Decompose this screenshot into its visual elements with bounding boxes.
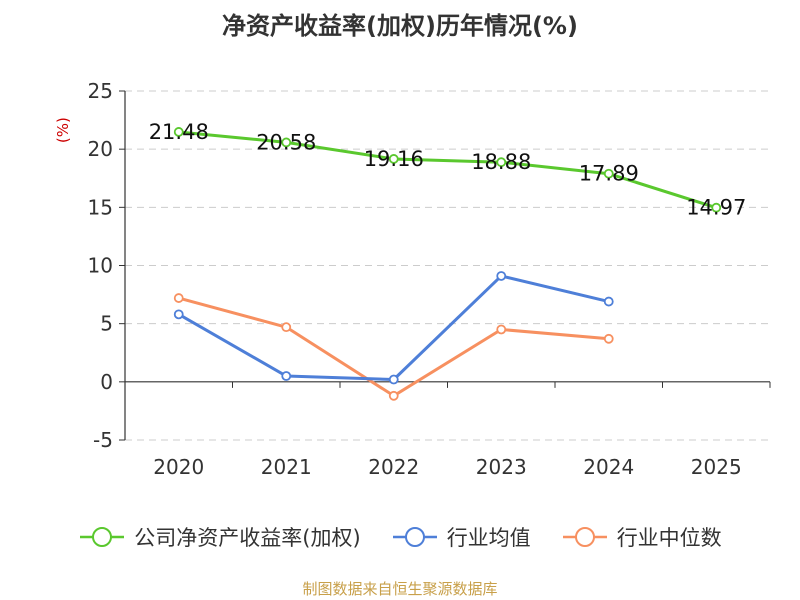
data-point-industry_avg xyxy=(173,309,184,320)
data-point-industry_median xyxy=(388,390,399,401)
data-point-company xyxy=(603,168,614,179)
series-line-industry_avg xyxy=(178,274,610,382)
chart-title: 净资产收益率(加权)历年情况(%) xyxy=(222,12,578,40)
legend-item-industry_avg: 行业均值 xyxy=(391,522,531,552)
x-tick-label: 2024 xyxy=(583,455,634,479)
x-tick-label: 2022 xyxy=(368,455,419,479)
data-point-industry_median xyxy=(281,322,292,333)
source-note: 制图数据来自恒生聚源数据库 xyxy=(302,580,498,598)
legend-line-circle-icon xyxy=(392,527,437,547)
y-tick-label: 10 xyxy=(88,254,113,278)
data-label: 14.97 xyxy=(686,196,746,220)
data-point-company xyxy=(388,154,399,164)
legend-label: 公司净资产收益率(加权) xyxy=(134,526,361,550)
data-label: 17.89 xyxy=(579,162,639,186)
x-tick-label: 2025 xyxy=(691,455,742,479)
legend: 公司净资产收益率(加权) 行业均值 行业中位数 xyxy=(0,520,800,554)
y-tick-label: 15 xyxy=(88,195,113,219)
data-point-industry_avg xyxy=(603,296,614,307)
data-point-industry_avg xyxy=(388,374,399,385)
data-point-industry_median xyxy=(173,293,184,303)
data-point-industry_median xyxy=(603,333,614,344)
legend-line-circle-icon xyxy=(80,527,125,547)
data-point-company xyxy=(711,202,722,213)
legend-item-company: 公司净资产收益率(加权) xyxy=(78,522,361,552)
y-tick-label: 25 xyxy=(88,79,113,103)
legend-label: 行业中位数 xyxy=(616,526,722,550)
y-tick-label: -5 xyxy=(93,428,113,452)
x-tick-label: 2021 xyxy=(261,455,312,479)
x-tick-label: 2020 xyxy=(153,455,204,479)
data-point-company xyxy=(173,127,184,137)
data-point-industry_avg xyxy=(281,371,292,381)
x-tick-label: 2023 xyxy=(476,455,527,479)
data-label: 18.88 xyxy=(471,150,531,174)
data-label: 21.48 xyxy=(149,120,209,144)
legend-item-industry_median: 行业中位数 xyxy=(561,522,722,552)
data-point-industry_avg xyxy=(496,271,507,281)
data-label: 20.58 xyxy=(256,130,316,154)
data-point-industry_median xyxy=(496,324,507,335)
data-label: 19.16 xyxy=(364,147,424,171)
series-line-company xyxy=(178,130,717,210)
y-tick-label: 20 xyxy=(88,137,113,161)
legend-line-circle-icon xyxy=(562,527,607,547)
y-tick-label: 0 xyxy=(100,370,113,394)
data-point-company xyxy=(496,157,507,168)
y-axis-label: (%) xyxy=(54,117,72,143)
data-point-company xyxy=(281,137,292,148)
y-tick-label: 5 xyxy=(100,312,113,336)
legend-label: 行业均值 xyxy=(446,526,531,550)
